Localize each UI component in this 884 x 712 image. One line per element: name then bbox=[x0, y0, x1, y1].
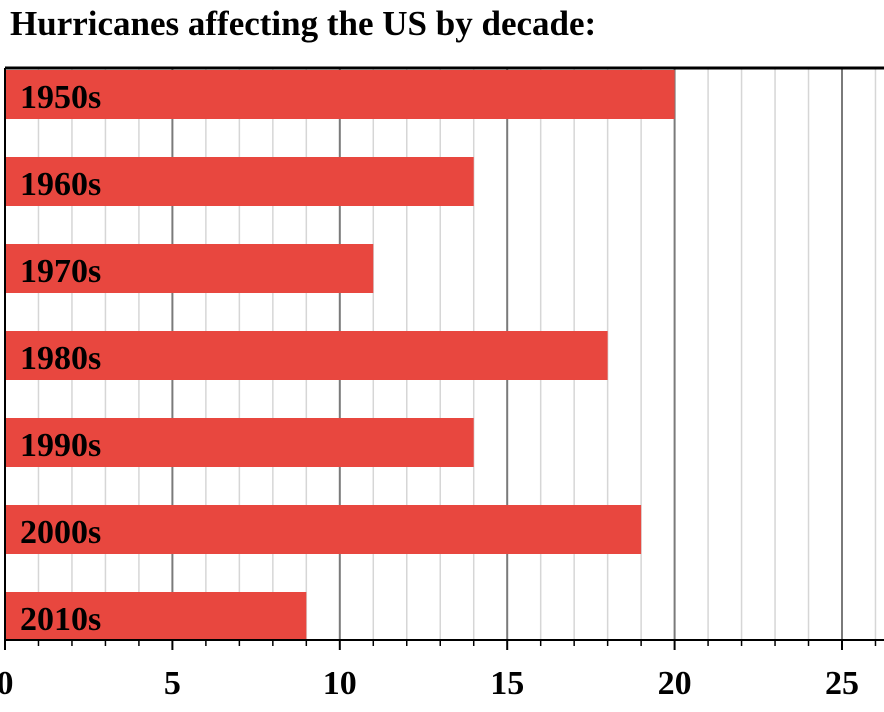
bar-label-1970s: 1970s bbox=[20, 253, 101, 290]
x-tick-label: 15 bbox=[490, 665, 524, 702]
bar-label-1980s: 1980s bbox=[20, 340, 101, 377]
bars bbox=[5, 70, 675, 641]
x-tick-label: 10 bbox=[323, 665, 357, 702]
bar-label-1960s: 1960s bbox=[20, 166, 101, 203]
x-tick-label: 0 bbox=[0, 665, 14, 702]
bar-1990s bbox=[5, 418, 474, 467]
x-tick-labels: 0 5 10 15 20 25 bbox=[0, 665, 859, 702]
bar-2010s bbox=[5, 592, 307, 641]
chart-title: Hurricanes affecting the US by decade: bbox=[10, 4, 597, 43]
bar-2000s bbox=[5, 505, 642, 554]
x-tick-label: 20 bbox=[658, 665, 692, 702]
bar-label-2010s: 2010s bbox=[20, 601, 101, 638]
bar-1950s bbox=[5, 70, 675, 119]
bar-1970s bbox=[5, 244, 374, 293]
bar-label-1950s: 1950s bbox=[20, 79, 101, 116]
bar-labels: 1950s 1960s 1970s 1980s 1990s 2000s 2010s bbox=[20, 79, 101, 638]
bar-1980s bbox=[5, 331, 608, 380]
x-tick-label: 5 bbox=[164, 665, 181, 702]
axes bbox=[4, 66, 884, 650]
bar-label-2000s: 2000s bbox=[20, 514, 101, 551]
x-tick-label: 25 bbox=[825, 665, 859, 702]
bar-label-1990s: 1990s bbox=[20, 427, 101, 464]
bar-1960s bbox=[5, 157, 474, 206]
